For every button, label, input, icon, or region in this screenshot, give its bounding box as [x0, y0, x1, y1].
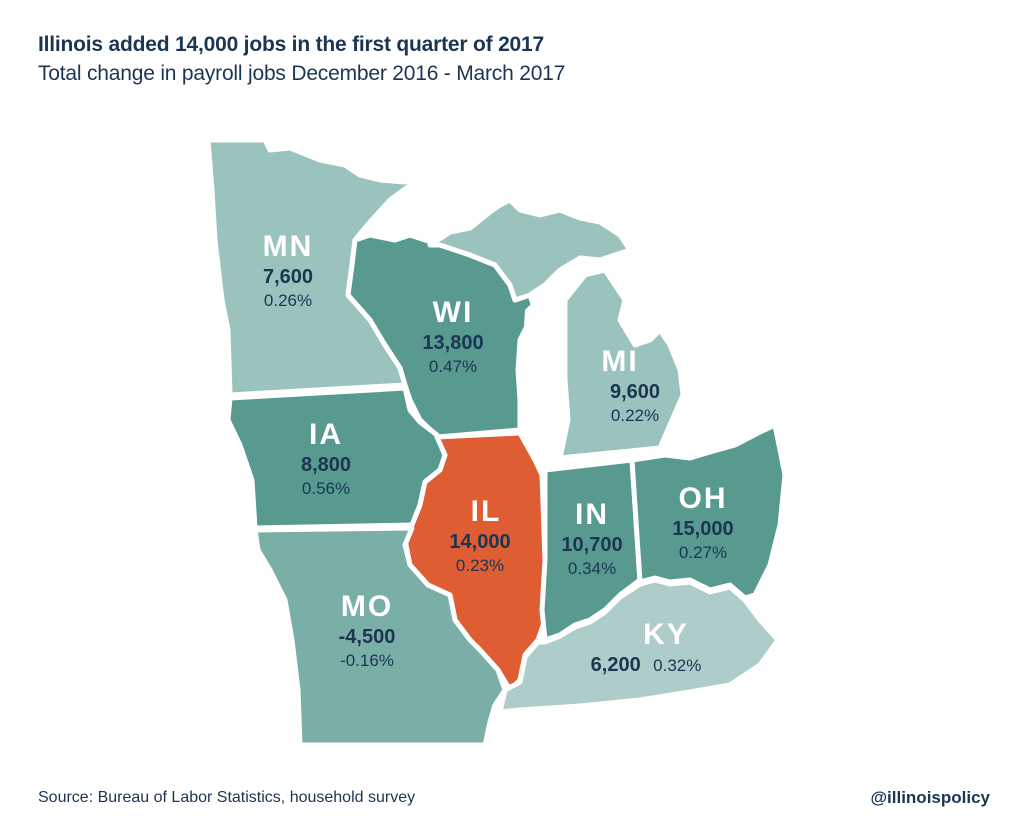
pct-change: -0.16% — [340, 651, 394, 670]
source-note: Source: Bureau of Labor Statistics, hous… — [38, 789, 416, 806]
pct-change: 0.23% — [455, 556, 505, 575]
state-ky — [497, 577, 781, 715]
jobs-change: 9,600 — [609, 381, 661, 403]
social-handle: @illinoispolicy — [870, 788, 990, 807]
label-oh: OH 15,000 0.27% — [672, 482, 733, 564]
state-mi-up — [427, 197, 633, 303]
label-ia: IA 8,800 0.56% — [301, 418, 351, 500]
state-abbr: MN — [262, 230, 314, 263]
label-ky: KY 6,200 0.32% — [591, 618, 702, 678]
label-mo: MO -4,500 -0.16% — [339, 590, 396, 672]
state-abbr: IA — [309, 418, 343, 451]
label-mi: MI 9,600 0.22% — [601, 345, 661, 427]
pct-change: 0.34% — [567, 559, 617, 578]
jobs-change: 15,000 — [672, 518, 734, 540]
ky-values: 6,200 0.32% — [591, 652, 702, 678]
chart-subtitle: Total change in payroll jobs December 20… — [38, 62, 566, 85]
pct-change: 0.22% — [610, 406, 660, 425]
jobs-change: 10,700 — [561, 534, 623, 556]
state-abbr: IN — [574, 498, 609, 531]
jobs-change: 14,000 — [449, 531, 511, 553]
state-abbr: IL — [470, 495, 502, 528]
label-in: IN 10,700 0.34% — [561, 498, 622, 580]
pct-change: 0.32% — [653, 656, 702, 675]
pct-change: 0.27% — [678, 543, 728, 562]
label-mn: MN 7,600 0.26% — [263, 230, 314, 312]
jobs-change: 8,800 — [300, 454, 352, 476]
jobs-change: -4,500 — [338, 626, 396, 648]
jobs-change: 7,600 — [262, 266, 314, 288]
state-abbr: MI — [601, 345, 639, 378]
pct-change: 0.56% — [301, 479, 351, 498]
pct-change: 0.47% — [428, 357, 478, 376]
state-abbr: WI — [432, 296, 474, 329]
jobs-change: 6,200 — [590, 654, 641, 676]
chart-title: Illinois added 14,000 jobs in the first … — [38, 33, 544, 56]
lake-michigan — [522, 290, 568, 455]
state-abbr: MO — [340, 590, 394, 623]
pct-change: 0.26% — [263, 291, 313, 310]
label-wi: WI 13,800 0.47% — [422, 296, 483, 378]
jobs-change: 13,800 — [422, 332, 484, 354]
label-il: IL 14,000 0.23% — [449, 495, 510, 577]
state-abbr: OH — [678, 482, 728, 515]
state-abbr: KY — [643, 618, 689, 651]
